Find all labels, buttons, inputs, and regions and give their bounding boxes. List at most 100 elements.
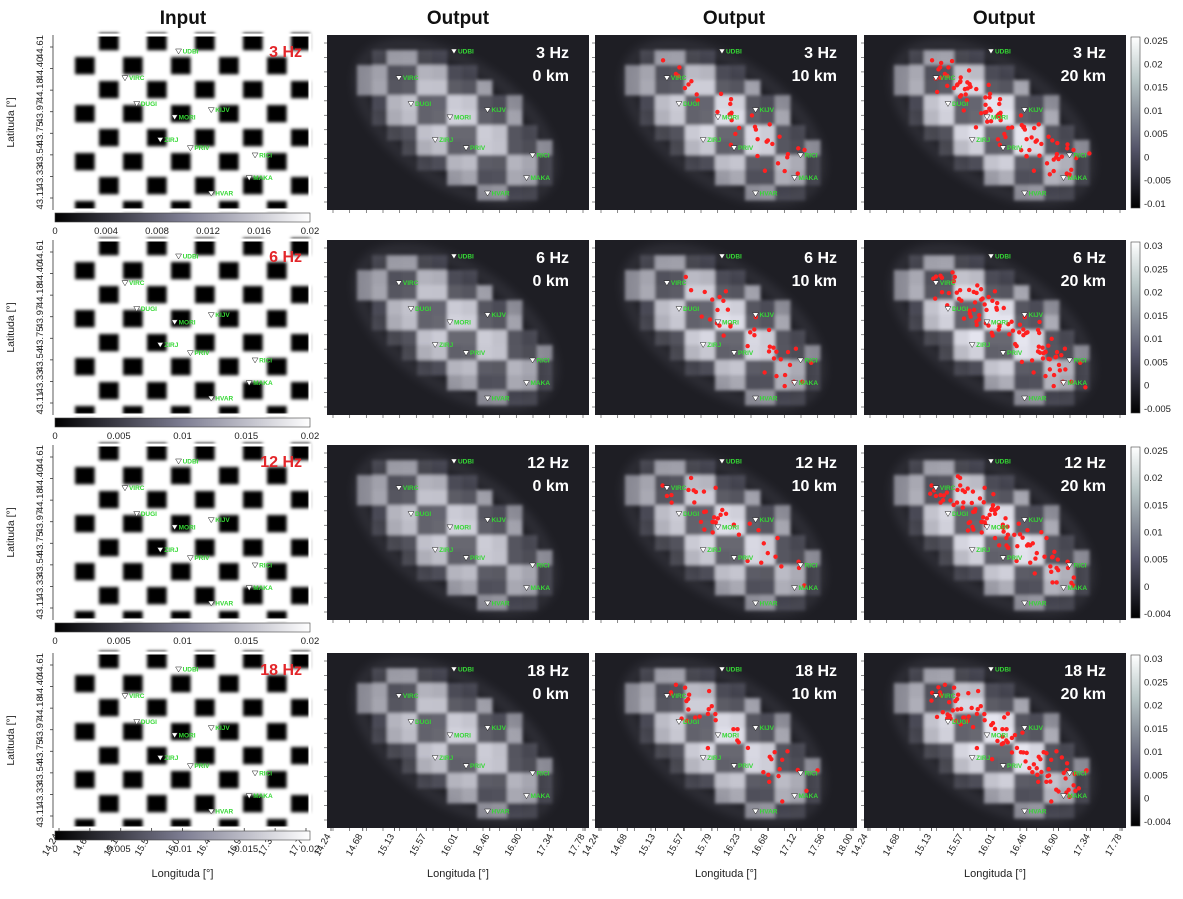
event-dot (1056, 156, 1061, 162)
station-label: KIJV (492, 107, 507, 114)
response-cell (1014, 773, 1030, 789)
event-dot (965, 528, 971, 533)
response-cell (760, 788, 776, 804)
response-cell (670, 80, 686, 96)
response-cell (999, 565, 1015, 581)
event-dot (723, 289, 729, 294)
response-cell (760, 520, 776, 536)
checker-pattern (75, 443, 310, 620)
checker-cell (291, 238, 310, 256)
response-cell (447, 728, 463, 744)
response-cell (447, 698, 463, 714)
station-label: PRIV (194, 763, 210, 770)
response-cell (984, 773, 1000, 789)
station-marker (523, 380, 530, 387)
response-cell (417, 728, 433, 744)
event-dot (1087, 151, 1092, 156)
event-dot (1036, 344, 1042, 349)
event-dot (970, 724, 976, 730)
response-cell (760, 170, 776, 186)
response-cell (999, 155, 1015, 171)
response-cell (730, 110, 746, 126)
station-label: VIRC (403, 75, 419, 82)
station-label: ZIRJ (164, 755, 178, 762)
response-cell (700, 330, 716, 346)
event-dot (981, 500, 986, 505)
tick-label: 14.68 (881, 832, 902, 858)
event-dot (1069, 167, 1074, 172)
station-marker (675, 101, 683, 107)
event-dot (689, 79, 694, 84)
event-dot (769, 756, 774, 762)
event-dot (782, 168, 787, 174)
checker-cell (171, 563, 191, 581)
event-dot (1019, 147, 1024, 153)
response-cell (685, 475, 701, 491)
station-label: VIRC (671, 75, 687, 82)
event-dot (995, 738, 1000, 744)
event-dot (1007, 332, 1012, 337)
checker-cell (243, 129, 263, 147)
checker-cell (147, 286, 167, 304)
event-dot (1054, 151, 1060, 157)
event-dot (774, 349, 779, 354)
response-cell (685, 505, 701, 521)
response-cell (432, 155, 448, 171)
event-dot (966, 287, 972, 293)
response-cell (670, 475, 686, 491)
response-cell (640, 270, 656, 286)
event-dot (1017, 322, 1023, 327)
event-dot (779, 564, 784, 569)
event-dot (1018, 749, 1024, 755)
response-cell (522, 580, 538, 596)
event-dot (992, 289, 998, 294)
response-cell (507, 110, 523, 126)
response-cell (492, 565, 508, 581)
checker-cell (291, 33, 310, 51)
response-cell (909, 713, 925, 729)
event-dot (802, 583, 807, 588)
checker-cell (243, 795, 263, 813)
response-cell (432, 110, 448, 126)
event-dot (1009, 319, 1014, 324)
colorbar-gradient (1130, 446, 1141, 619)
station-marker (407, 101, 415, 107)
event-dot (959, 298, 964, 303)
response-cell (984, 698, 1000, 714)
checker-cell (123, 675, 143, 693)
response-cell (715, 490, 731, 506)
station-marker (171, 319, 179, 326)
event-dot (1083, 385, 1088, 390)
response-cell (372, 300, 388, 316)
tick-label: 15.13 (913, 832, 934, 858)
checker-cell (75, 201, 95, 210)
event-dot (985, 119, 990, 124)
checker-cell (99, 699, 119, 717)
response-cell (760, 580, 776, 596)
station-label: MAKA (253, 175, 273, 182)
event-dot (978, 287, 984, 292)
response-cell (745, 728, 761, 744)
event-dot (1031, 370, 1036, 375)
column-title: Input (160, 8, 207, 29)
station-label: HVAR (1029, 396, 1047, 403)
response-cell (969, 270, 985, 286)
station-marker (983, 114, 991, 121)
response-cell (775, 565, 791, 581)
response-cell (700, 535, 716, 551)
response-cell (924, 255, 940, 271)
response-cell (1029, 535, 1045, 551)
response-cell (1059, 550, 1075, 566)
response-cell (954, 110, 970, 126)
response-cell (670, 125, 686, 141)
response-cell (462, 535, 478, 551)
checker-cell (99, 238, 119, 256)
response-cell (447, 490, 463, 506)
station-label: MORI (991, 319, 1008, 326)
y-axis-title: Latituda [°] (5, 302, 17, 352)
response-cell (1044, 125, 1060, 141)
response-cell (417, 125, 433, 141)
response-cell (402, 683, 418, 699)
event-dot (1036, 122, 1041, 127)
